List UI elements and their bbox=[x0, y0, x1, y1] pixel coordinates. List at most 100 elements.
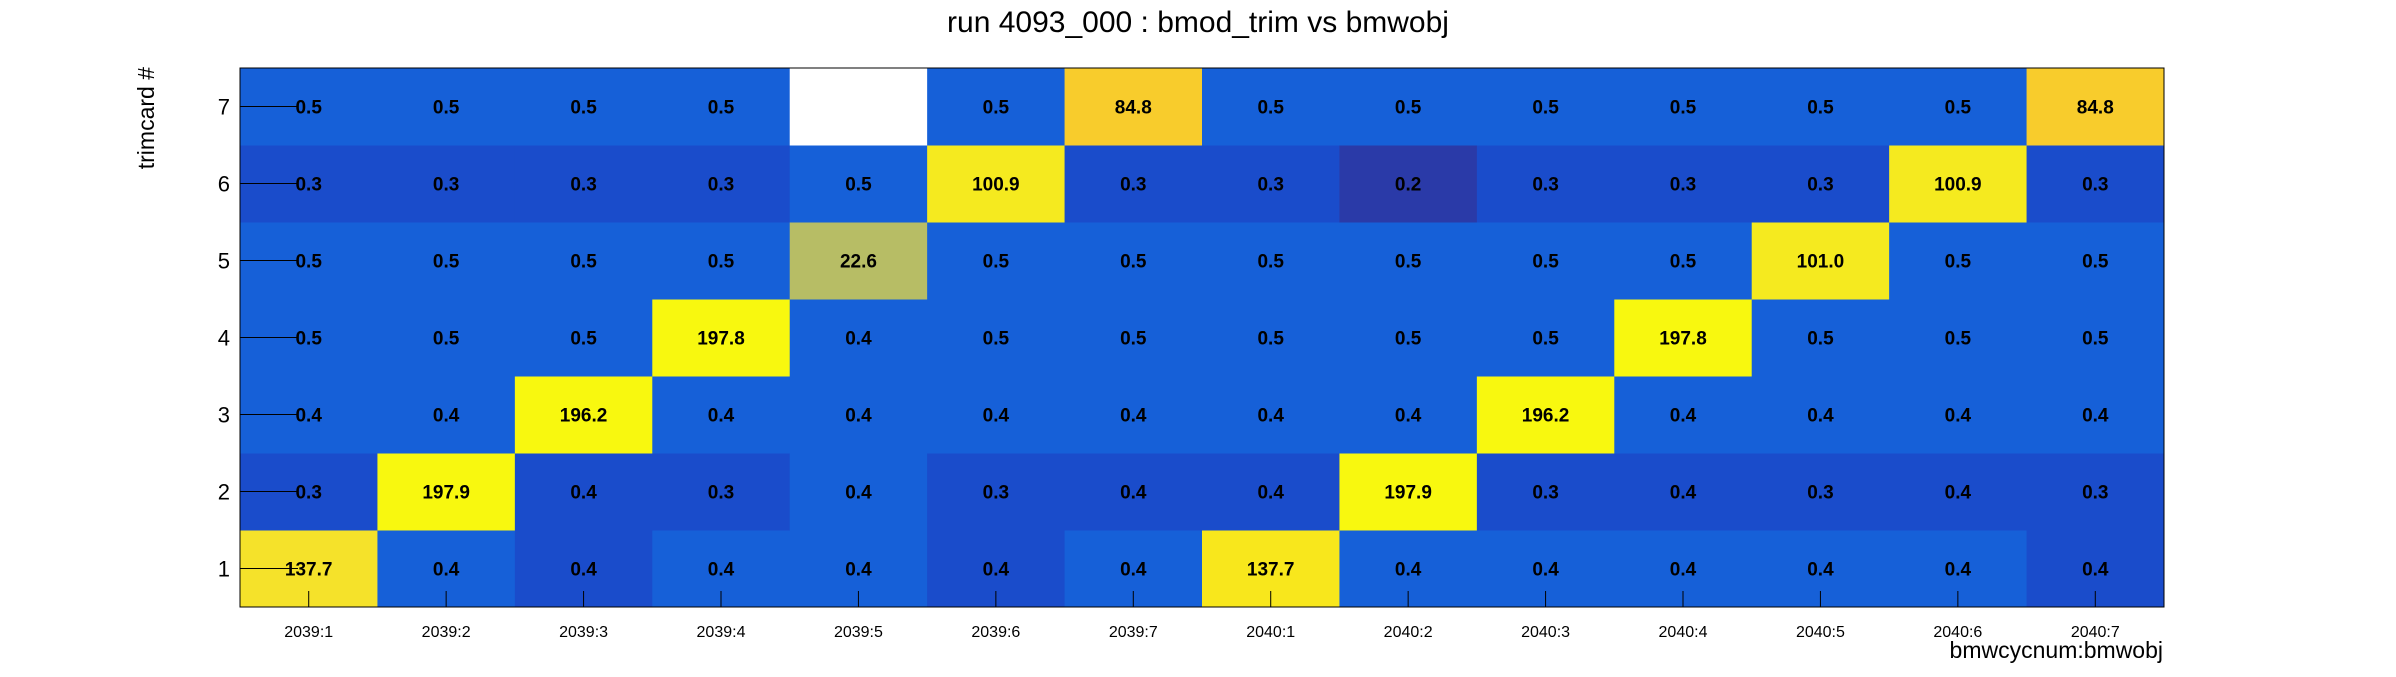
heatmap-cell bbox=[652, 299, 791, 377]
cell-value-label: 0.4 bbox=[1945, 560, 1972, 581]
cell-value-label: 196.2 bbox=[1522, 406, 1570, 427]
cell-value-label: 0.5 bbox=[1670, 98, 1697, 119]
cell-value-label: 84.8 bbox=[2077, 98, 2114, 119]
cell-value-label: 0.5 bbox=[1945, 98, 1972, 119]
heatmap-cell bbox=[1889, 68, 2028, 146]
cell-value-label: 197.8 bbox=[1659, 329, 1707, 350]
heatmap-cell bbox=[927, 222, 1066, 300]
cell-value-label: 0.3 bbox=[708, 483, 734, 504]
cell-value-label: 137.7 bbox=[1247, 560, 1295, 581]
heatmap-cell bbox=[652, 145, 791, 223]
heatmap-cell bbox=[1064, 145, 1203, 223]
heatmap-cell bbox=[1751, 453, 1890, 531]
x-tick-label: 2039:2 bbox=[422, 624, 471, 641]
heatmap-cell bbox=[2026, 68, 2165, 146]
chart-title: run 4093_000 : bmod_trim vs bmwobj bbox=[947, 6, 1449, 39]
cell-value-label: 0.4 bbox=[1257, 483, 1284, 504]
heatmap-cell bbox=[514, 68, 653, 146]
cell-value-label: 0.5 bbox=[983, 329, 1010, 350]
cell-value-label: 100.9 bbox=[972, 175, 1020, 196]
heatmap-cell bbox=[1889, 376, 2028, 454]
heatmap-cell bbox=[514, 376, 653, 454]
heatmap-cell bbox=[789, 376, 928, 454]
cell-value-label: 0.4 bbox=[983, 560, 1010, 581]
heatmap-cell bbox=[514, 222, 653, 300]
cell-value-label: 0.5 bbox=[1395, 98, 1422, 119]
cell-value-label: 0.4 bbox=[570, 483, 597, 504]
x-tick-label: 2039:5 bbox=[834, 624, 883, 641]
heatmap-cell bbox=[2026, 453, 2165, 531]
heatmap-cell bbox=[1889, 222, 2028, 300]
cell-value-label: 100.9 bbox=[1934, 175, 1982, 196]
y-tick-label: 1 bbox=[218, 557, 230, 582]
heatmap-cell bbox=[2026, 299, 2165, 377]
heatmap-cell bbox=[927, 299, 1066, 377]
cell-value-label: 0.5 bbox=[1532, 252, 1559, 273]
heatmap-cell bbox=[514, 453, 653, 531]
cell-value-label: 0.4 bbox=[1532, 560, 1559, 581]
cell-value-label: 0.3 bbox=[2082, 175, 2108, 196]
y-tick-label: 7 bbox=[218, 95, 230, 120]
x-tick-label: 2039:3 bbox=[559, 624, 608, 641]
cell-value-label: 0.4 bbox=[433, 406, 460, 427]
cell-value-label: 0.5 bbox=[983, 252, 1010, 273]
y-tick-label: 2 bbox=[218, 480, 230, 505]
heatmap-cell bbox=[1614, 376, 1753, 454]
x-tick-label: 2040:1 bbox=[1246, 624, 1295, 641]
heatmap-cells bbox=[240, 68, 2165, 608]
cell-value-label: 0.4 bbox=[845, 406, 872, 427]
heatmap-cell bbox=[1751, 68, 1890, 146]
heatmap-cell bbox=[1476, 145, 1615, 223]
heatmap-cell bbox=[652, 376, 791, 454]
cell-value-label: 0.3 bbox=[570, 175, 596, 196]
cell-value-label: 0.3 bbox=[433, 175, 459, 196]
cell-value-label: 0.5 bbox=[2082, 329, 2109, 350]
y-tick-label: 3 bbox=[218, 403, 230, 428]
cell-value-label: 0.5 bbox=[1670, 252, 1697, 273]
cell-value-label: 0.3 bbox=[1257, 175, 1283, 196]
cell-value-label: 0.4 bbox=[708, 406, 735, 427]
heatmap-cell bbox=[1614, 68, 1753, 146]
heatmap-cell bbox=[1064, 299, 1203, 377]
heatmap-cell bbox=[2026, 222, 2165, 300]
y-tick-label: 5 bbox=[218, 249, 230, 274]
cell-value-label: 84.8 bbox=[1115, 98, 1152, 119]
heatmap-cell bbox=[377, 145, 516, 223]
x-tick-label: 2040:4 bbox=[1659, 624, 1708, 641]
heatmap-cell bbox=[1202, 453, 1340, 531]
x-tick-label: 2039:7 bbox=[1109, 624, 1158, 641]
cell-value-label: 0.5 bbox=[295, 98, 322, 119]
heatmap-cell bbox=[514, 145, 653, 223]
heatmap-cell bbox=[1339, 222, 1478, 300]
cell-value-label: 0.5 bbox=[570, 98, 597, 119]
cell-value-label: 197.9 bbox=[1384, 483, 1432, 504]
heatmap-cell bbox=[1476, 222, 1615, 300]
x-tick-label: 2040:5 bbox=[1796, 624, 1845, 641]
plot-frame bbox=[239, 67, 2165, 608]
cell-value-label: 197.9 bbox=[422, 483, 470, 504]
heatmap-cell bbox=[1064, 222, 1203, 300]
cell-value-label: 0.5 bbox=[1257, 252, 1284, 273]
cell-value-label: 0.3 bbox=[1670, 175, 1696, 196]
heatmap-cell bbox=[377, 376, 516, 454]
heatmap-cell bbox=[1889, 145, 2028, 223]
heatmap-cell bbox=[1476, 68, 1615, 146]
cell-value-label: 0.3 bbox=[295, 483, 321, 504]
cell-value-label: 0.5 bbox=[1945, 252, 1972, 273]
cell-value-label: 0.4 bbox=[1257, 406, 1284, 427]
cell-value-label: 0.3 bbox=[708, 175, 734, 196]
cell-value-label: 0.4 bbox=[433, 560, 460, 581]
cell-value-label: 101.0 bbox=[1797, 252, 1845, 273]
cell-value-label: 0.4 bbox=[295, 406, 322, 427]
cell-value-label: 0.5 bbox=[845, 175, 872, 196]
heatmap-cell bbox=[1476, 453, 1615, 531]
cell-value-label: 0.3 bbox=[1807, 483, 1833, 504]
cell-value-label: 0.5 bbox=[295, 329, 322, 350]
cell-value-label: 0.3 bbox=[1807, 175, 1833, 196]
cell-value-label: 0.5 bbox=[1120, 329, 1147, 350]
x-tick-label: 2040:7 bbox=[2071, 624, 2120, 641]
cell-value-label: 0.5 bbox=[1807, 98, 1834, 119]
x-tick-label: 2040:2 bbox=[1384, 624, 1433, 641]
